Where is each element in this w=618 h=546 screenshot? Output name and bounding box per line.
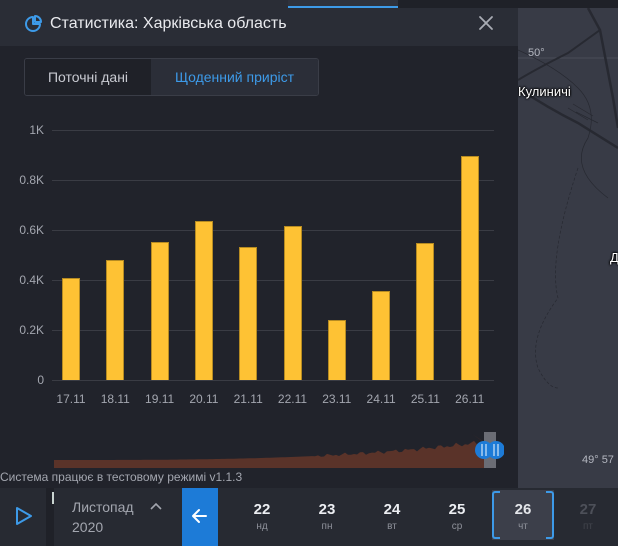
top-tab-active[interactable] [288,0,398,8]
day-of-week: пт [583,521,593,532]
day-25[interactable]: 25 ср [426,490,488,540]
bar-25.11[interactable] [416,243,435,380]
bar-24.11[interactable] [372,291,391,380]
gridline [52,280,494,281]
day-26-selected[interactable]: 26 чт [492,490,554,540]
y-tick: 1K [29,123,44,137]
day-number: 25 [448,501,466,518]
close-icon[interactable] [476,13,496,33]
day-of-week: ср [451,521,463,532]
day-of-week: пн [321,521,333,532]
day-24[interactable]: 24 вт [361,490,423,540]
y-tick: 0 [37,373,44,387]
month-name: Листопад [72,499,134,515]
x-tick: 18.11 [100,392,130,406]
month-year: 2020 [72,519,104,535]
x-tick: 21.11 [233,392,263,406]
day-23[interactable]: 23 пн [296,490,358,540]
day-number: 26 [514,501,532,518]
play-icon [16,507,32,525]
timeline-handle[interactable] [475,441,504,459]
map-label-kulynychi: Кулиничі [518,84,571,99]
day-number: 24 [383,501,401,518]
x-tick: 26.11 [455,392,485,406]
bar-23.11[interactable] [327,320,346,380]
arrow-left-icon [192,509,207,523]
bar-21.11[interactable] [239,247,258,380]
day-number: 23 [318,501,336,518]
tab-current-data[interactable]: Поточні дані [25,59,151,95]
top-tab-strip [0,0,618,8]
y-tick: 0.8K [19,173,44,187]
month-selector[interactable]: Листопад 2020 [54,488,182,546]
bar-18.11[interactable] [106,259,125,380]
day-number: 22 [253,501,271,518]
view-tabs: Поточні дані Щоденний приріст [24,58,319,96]
status-text: Система працює в тестовому режимі v1.1.3 [0,470,243,484]
statistics-panel: Статистика: Харківська область Поточні д… [0,8,518,480]
x-tick: 23.11 [322,392,352,406]
x-tick: 22.11 [277,392,308,406]
map-coord-latitude-bottom: 49° 57 [582,454,614,466]
bar-26.11[interactable] [460,156,479,380]
day-22[interactable]: 22 нд [231,490,293,540]
panel-header: Статистика: Харківська область [0,8,518,46]
divider [46,488,54,546]
top-tab-strip-right [398,0,618,8]
pie-chart-icon [25,15,42,32]
play-button[interactable] [0,488,46,546]
y-tick: 0.2K [19,323,44,337]
day-number: 27 [579,501,597,518]
previous-day-button[interactable] [182,488,218,546]
tab-daily-growth[interactable]: Щоденний приріст [151,59,318,95]
x-tick: 20.11 [189,392,219,406]
map-view[interactable]: Кулиничі Д 50° 49° 57 [518,8,618,488]
date-bar: Листопад 2020 22 нд 23 пн 24 вт 25 ср [0,488,618,546]
gridline [52,130,494,131]
selection-bracket-left [492,491,500,539]
gridline [52,380,494,381]
chevron-up-icon[interactable] [150,502,162,510]
day-of-week: вт [387,521,397,532]
selection-bracket-right [546,491,554,539]
x-tick: 19.11 [145,392,175,406]
day-of-week: чт [518,521,528,532]
daily-growth-bar-chart: 1K 0.8K 0.6K 0.4K 0.2K 0 17.11 18.11 19.11… [0,110,518,410]
gridline [52,230,494,231]
y-tick: 0.6K [19,223,44,237]
x-tick: 25.11 [410,392,440,406]
map-coord-latitude-top: 50° [528,47,545,59]
map-label-partial: Д [610,250,618,265]
day-of-week: нд [256,521,268,532]
panel-title: Статистика: Харківська область [50,15,287,32]
day-27-disabled: 27 пт [557,490,618,540]
bar-20.11[interactable] [194,221,213,380]
bar-19.11[interactable] [150,242,169,380]
gridline [52,180,494,181]
gridline [52,330,494,331]
y-tick: 0.4K [19,273,44,287]
bar-22.11[interactable] [283,226,302,380]
x-tick: 24.11 [366,392,396,406]
x-tick: 17.11 [56,392,86,406]
timeline-overview[interactable] [54,430,504,470]
map-roads [518,8,618,389]
bar-17.11[interactable] [62,278,80,380]
